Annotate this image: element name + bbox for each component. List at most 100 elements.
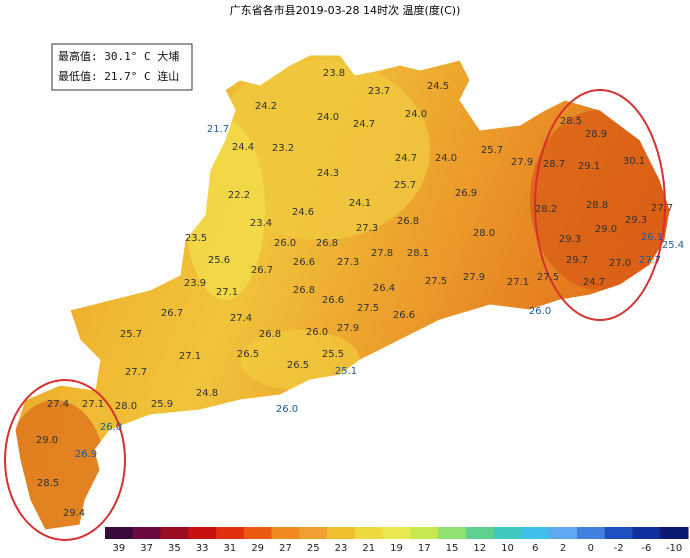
temp-label: 24.0 [317, 112, 339, 123]
temp-label: 29.0 [595, 224, 617, 235]
temp-label: 23.8 [323, 68, 345, 79]
temp-label: 27.3 [337, 257, 359, 268]
legend-swatch [465, 527, 495, 539]
temp-label: 28.5 [560, 116, 582, 127]
legend-tick: -6 [641, 543, 651, 554]
legend-swatch [132, 527, 162, 539]
temp-label: 24.3 [317, 168, 339, 179]
temp-label: 27.1 [179, 351, 201, 362]
temp-label: 30.1 [623, 156, 645, 167]
temp-label: 23.7 [368, 86, 390, 97]
temp-label: 28.0 [473, 228, 495, 239]
temp-label: 27.9 [511, 157, 533, 168]
temp-label: 29.0 [36, 435, 58, 446]
temp-label: 25.9 [151, 399, 173, 410]
legend-tick: 17 [418, 543, 431, 554]
highlight-east [534, 89, 666, 321]
temp-label: 27.5 [357, 303, 379, 314]
temp-label: 23.9 [184, 278, 206, 289]
province-fill [15, 55, 670, 530]
highlight-west [4, 379, 126, 541]
legend-tick: 10 [501, 543, 514, 554]
temp-label: 27.9 [463, 272, 485, 283]
legend-tick: 29 [251, 543, 264, 554]
temp-label: 27.3 [356, 223, 378, 234]
temp-label: 24.6 [292, 207, 314, 218]
temp-label: 25.5 [322, 349, 344, 360]
temp-label: 25.7 [481, 145, 503, 156]
legend-swatch [105, 527, 134, 539]
temp-label: 23.5 [185, 233, 207, 244]
legend-swatch [549, 527, 578, 539]
legend-swatch [410, 527, 439, 539]
temp-label: 26.0 [274, 238, 296, 249]
legend-tick: 19 [390, 543, 403, 554]
temperature-labels: 23.8 23.7 24.5 24.2 24.0 24.7 24.0 21.724.4 23.2… [36, 68, 684, 519]
stat-max: 最高值: 30.1° C 大埔 [58, 49, 179, 63]
legend-swatch [188, 527, 217, 539]
temp-label: 27.1 [216, 287, 238, 298]
legend-tick: 39 [113, 543, 126, 554]
temp-label: 27.7 [125, 367, 147, 378]
temp-label: 29.4 [63, 508, 85, 519]
temp-label: 29.3 [625, 215, 647, 226]
temp-label: 24.0 [435, 153, 457, 164]
temp-label: 26.0 [529, 306, 551, 317]
temp-label: 26.9 [455, 188, 477, 199]
legend-tick: 27 [279, 543, 292, 554]
legend-tick: 2 [560, 543, 566, 554]
legend-swatch [299, 527, 328, 539]
stats-box [51, 43, 193, 91]
temp-label: 25.6 [208, 255, 230, 266]
legend-swatch [604, 527, 633, 539]
temp-label: 26.0 [276, 404, 298, 415]
temp-label: 26.5 [237, 349, 259, 360]
legend-swatch [493, 527, 522, 539]
temp-label: 24.0 [405, 109, 427, 120]
temp-label: 26.1 [641, 232, 663, 243]
legend-swatch [354, 527, 384, 539]
temp-label: 27.9 [337, 323, 359, 334]
temp-label: 27.0 [609, 258, 631, 269]
legend-tick: 31 [224, 543, 237, 554]
legend-tick: 23 [335, 543, 348, 554]
legend-tick: 0 [588, 543, 594, 554]
temp-label: 26.8 [259, 329, 281, 340]
temp-label: 24.7 [353, 119, 375, 130]
temp-label: 26.6 [293, 257, 315, 268]
temp-label: 25.7 [394, 180, 416, 191]
legend-swatch [521, 527, 550, 539]
temp-label: 26.8 [293, 285, 315, 296]
temp-label: 29.7 [566, 255, 588, 266]
legend-tick: -2 [614, 543, 624, 554]
temp-label: 27.7 [639, 255, 661, 266]
temp-label: 27.7 [651, 203, 673, 214]
legend-swatch [271, 527, 300, 539]
temp-label: 23.4 [250, 218, 272, 229]
temp-label: 25.4 [662, 240, 684, 251]
temp-label: 29.1 [578, 161, 600, 172]
temp-label: 28.5 [37, 478, 59, 489]
temp-label: 28.8 [586, 200, 608, 211]
temp-label: 24.2 [255, 101, 277, 112]
legend-tick: 15 [446, 543, 459, 554]
temp-label: 26.4 [373, 283, 395, 294]
temp-label: 28.0 [115, 401, 137, 412]
temp-label: 26.5 [287, 360, 309, 371]
legend-swatch [243, 527, 273, 539]
legend-swatch [327, 527, 356, 539]
temp-label: 27.1 [507, 277, 529, 288]
legend-swatch [576, 527, 606, 539]
legend-tick: 6 [532, 543, 538, 554]
legend-tick: 25 [307, 543, 320, 554]
legend-swatch [632, 527, 661, 539]
legend-tick: 35 [168, 543, 181, 554]
temp-label: 27.4 [47, 399, 69, 410]
temp-label: 27.4 [230, 313, 252, 324]
temp-label: 27.1 [82, 399, 104, 410]
temp-label: 24.4 [232, 142, 254, 153]
temp-label: 26.6 [322, 295, 344, 306]
temp-label: 23.2 [272, 143, 294, 154]
